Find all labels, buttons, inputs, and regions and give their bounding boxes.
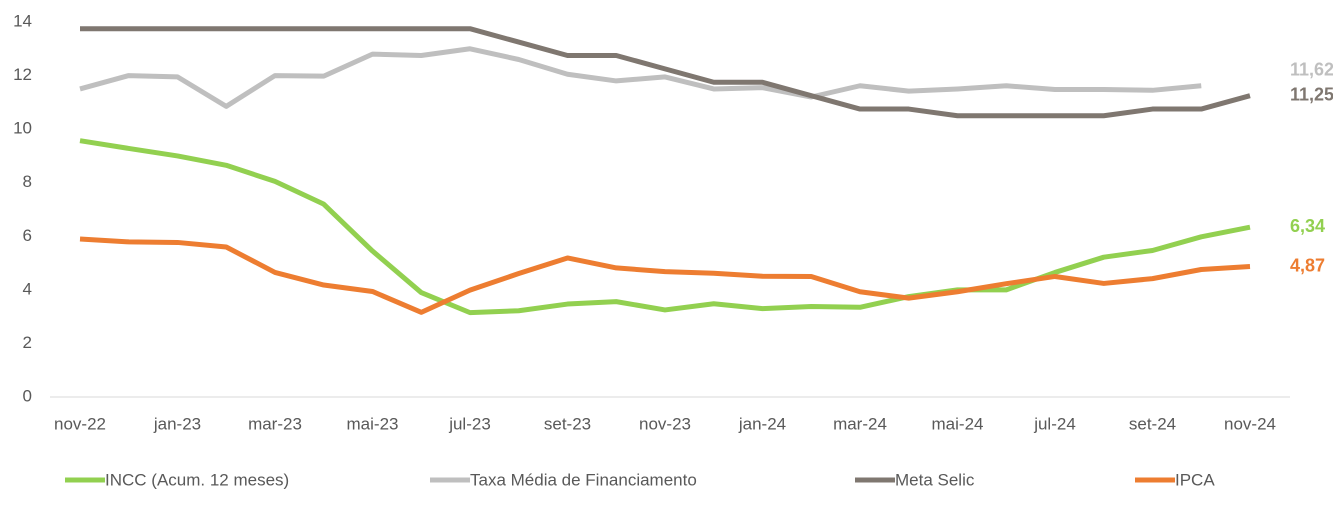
series-line bbox=[79, 46, 1202, 109]
x-tick-label: set-23 bbox=[544, 414, 591, 433]
y-tick-label: 10 bbox=[13, 119, 32, 138]
x-tick-label: jan-23 bbox=[153, 414, 201, 433]
y-tick-label: 6 bbox=[23, 226, 32, 245]
x-tick-label: nov-24 bbox=[1224, 414, 1276, 433]
value-label: 11,62 bbox=[1290, 60, 1333, 80]
y-tick-label: 8 bbox=[23, 172, 32, 191]
x-tick-label: mai-23 bbox=[347, 414, 399, 433]
legend-label: INCC (Acum. 12 meses) bbox=[105, 470, 289, 489]
y-tick-label: 12 bbox=[13, 65, 32, 84]
x-tick-label: mai-24 bbox=[932, 414, 984, 433]
value-label: 4,87 bbox=[1290, 255, 1325, 275]
y-tick-label: 2 bbox=[23, 333, 32, 352]
y-tick-label: 14 bbox=[13, 11, 32, 30]
x-tick-label: set-24 bbox=[1129, 414, 1176, 433]
legend-label: Meta Selic bbox=[895, 470, 975, 489]
series-line bbox=[79, 138, 1251, 316]
x-tick-label: nov-23 bbox=[639, 414, 691, 433]
value-label: 11,25 bbox=[1290, 84, 1333, 104]
y-tick-label: 4 bbox=[23, 279, 32, 298]
series-line bbox=[79, 236, 1251, 315]
x-tick-label: mar-23 bbox=[248, 414, 302, 433]
legend-label: Taxa Média de Financiamento bbox=[470, 470, 697, 489]
x-tick-label: mar-24 bbox=[833, 414, 887, 433]
x-tick-label: jul-24 bbox=[1033, 414, 1076, 433]
x-tick-label: jul-23 bbox=[448, 414, 491, 433]
x-tick-label: nov-22 bbox=[54, 414, 106, 433]
y-tick-label: 0 bbox=[23, 386, 32, 405]
legend-label: IPCA bbox=[1175, 470, 1215, 489]
x-tick-label: jan-24 bbox=[738, 414, 786, 433]
value-label: 6,34 bbox=[1290, 216, 1325, 236]
series-line bbox=[80, 26, 1251, 119]
